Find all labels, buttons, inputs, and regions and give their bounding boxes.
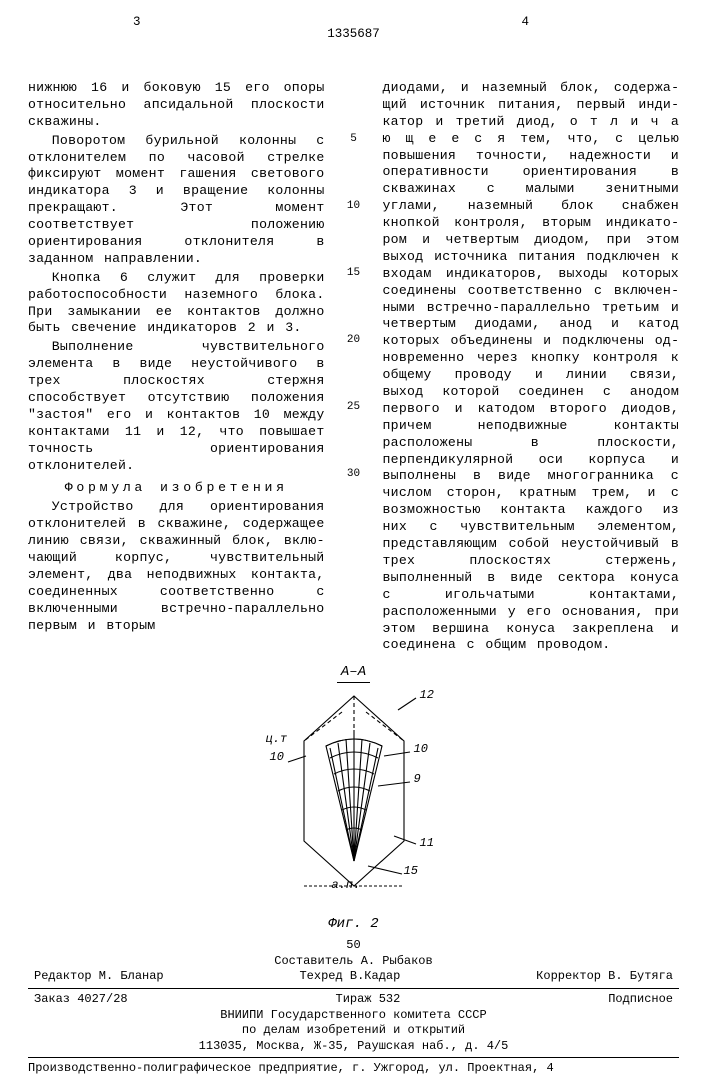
footer-org2: по делам изобретений и открытий [28,1023,679,1039]
right-column: диодами, и наземный блок, содержа­щий ис… [383,80,680,656]
section-label: A–A [244,664,464,683]
left-p2: Поворотом бурильной колонны с от­клоните… [28,133,325,268]
line-num: 25 [345,400,363,415]
line-number-gutter: 5 10 15 20 25 30 [345,80,363,656]
patent-number: 1335687 [0,26,707,42]
figure-caption: Фиг. 2 [244,916,464,934]
fig-label-11: 11 [420,836,434,851]
footer-compiler: Составитель А. Рыбаков [28,954,679,970]
fig-label-15: 15 [404,864,418,879]
footer-org1: ВНИИПИ Государственного комитета СССР [28,1008,679,1024]
footer-editor: Редактор М. Бланар [34,969,164,985]
footer-fifty: 50 [28,938,679,954]
footer-techred: Техред В.Кадар [299,969,400,985]
patent-page: 3 4 1335687 нижнюю 16 и боковую 15 его о… [0,0,707,1000]
footer-corrector: Корректор В. Бутяга [536,969,673,985]
divider [28,988,679,989]
line-num: 5 [345,132,363,147]
footer-row-1: Редактор М. Бланар Техред В.Кадар Коррек… [28,969,679,985]
left-p3: Кнопка 6 служит для проверки рабо­тоспос… [28,270,325,338]
formula-heading: Формула изобретения [28,480,325,497]
footer-print: Производственно-полиграфическое предприя… [28,1061,679,1077]
divider [28,1057,679,1058]
line-num: 10 [345,199,363,214]
left-p5: Устройство для ориентирования от­клоните… [28,499,325,634]
fig-label-10a: 10 [270,750,284,765]
text-columns: нижнюю 16 и боковую 15 его опоры от­носи… [28,80,679,656]
line-num: 20 [345,333,363,348]
left-column: нижнюю 16 и боковую 15 его опоры от­носи… [28,80,325,656]
fig-label-ct: ц.т [266,732,288,747]
left-p4: Выполнение чувствительного элемен­та в в… [28,339,325,474]
line-num: 15 [345,266,363,281]
fig-label-10b: 10 [414,742,428,757]
footer-block: 50 Составитель А. Рыбаков Редактор М. Бл… [28,938,679,1077]
right-p1: диодами, и наземный блок, содержа­щий ис… [383,80,680,654]
fig-label-12: 12 [420,688,434,703]
fig-label-9: 9 [414,772,421,787]
footer-addr: 113035, Москва, Ж-35, Раушская наб., д. … [28,1039,679,1055]
figure-2: A–A [244,664,464,934]
left-p1: нижнюю 16 и боковую 15 его опоры от­носи… [28,80,325,131]
line-num: 30 [345,467,363,482]
fig-label-ap: а.п. [332,878,361,893]
